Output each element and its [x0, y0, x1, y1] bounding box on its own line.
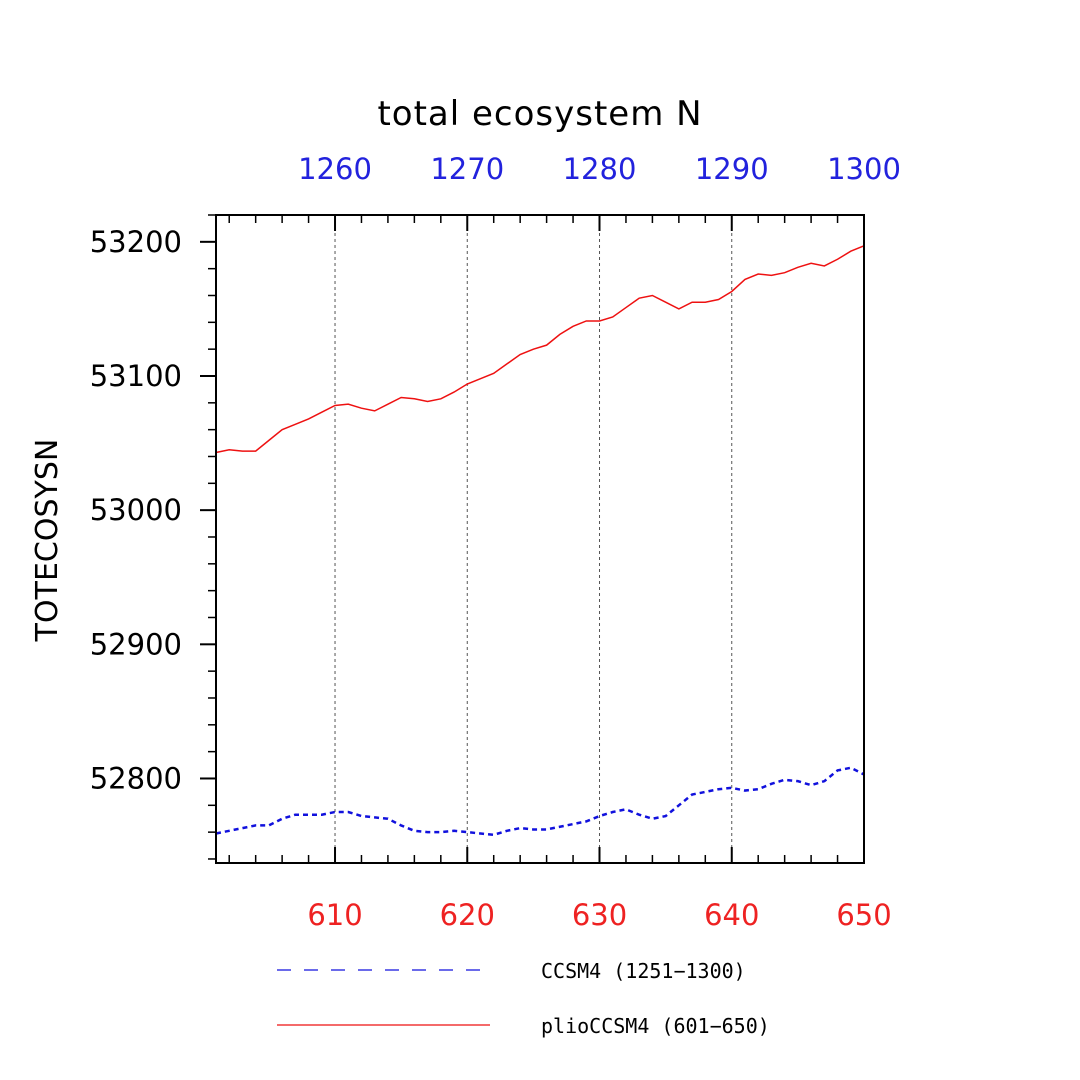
y-tick-label-53200: 53200 — [90, 225, 182, 259]
y-axis-label: TOTECOSYSN — [30, 439, 65, 643]
bottom-tick-label-640: 640 — [704, 898, 759, 932]
grid-lines — [334, 215, 733, 863]
bottom-tick-label-630: 630 — [572, 898, 627, 932]
top-tick-label-1280: 1280 — [563, 152, 637, 186]
bottom-tick-label-650: 650 — [836, 898, 891, 932]
series-line-ccsm4 — [215, 766, 865, 837]
legend-label-0: CCSM4 (1251−1300) — [541, 959, 746, 983]
legend: CCSM4 (1251−1300) plioCCSM4 (601−650) — [277, 959, 770, 1038]
y-tick-label-52900: 52900 — [90, 627, 182, 661]
top-tick-label-1290: 1290 — [695, 152, 769, 186]
y-tick-label-53100: 53100 — [90, 359, 182, 393]
top-tick-label-1260: 1260 — [298, 152, 372, 186]
y-tick-label-53000: 53000 — [90, 493, 182, 527]
top-tick-label-1270: 1270 — [430, 152, 504, 186]
chart-title: total ecosystem N — [377, 94, 702, 134]
plot-frame — [215, 214, 865, 864]
bottom-tick-label-620: 620 — [440, 898, 495, 932]
top-tick-label-1300: 1300 — [827, 152, 901, 186]
legend-label-1: plioCCSM4 (601−650) — [541, 1014, 770, 1038]
axis-ticks — [200, 214, 865, 863]
series-line-pliocssm4 — [215, 245, 865, 454]
bottom-tick-label-610: 610 — [307, 898, 362, 932]
axis-tick-labels: 610 620 630 640 650 1260 1270 1280 1290 1300 53200… — [90, 152, 901, 932]
y-tick-label-52800: 52800 — [90, 761, 182, 795]
series-layer — [215, 245, 865, 837]
